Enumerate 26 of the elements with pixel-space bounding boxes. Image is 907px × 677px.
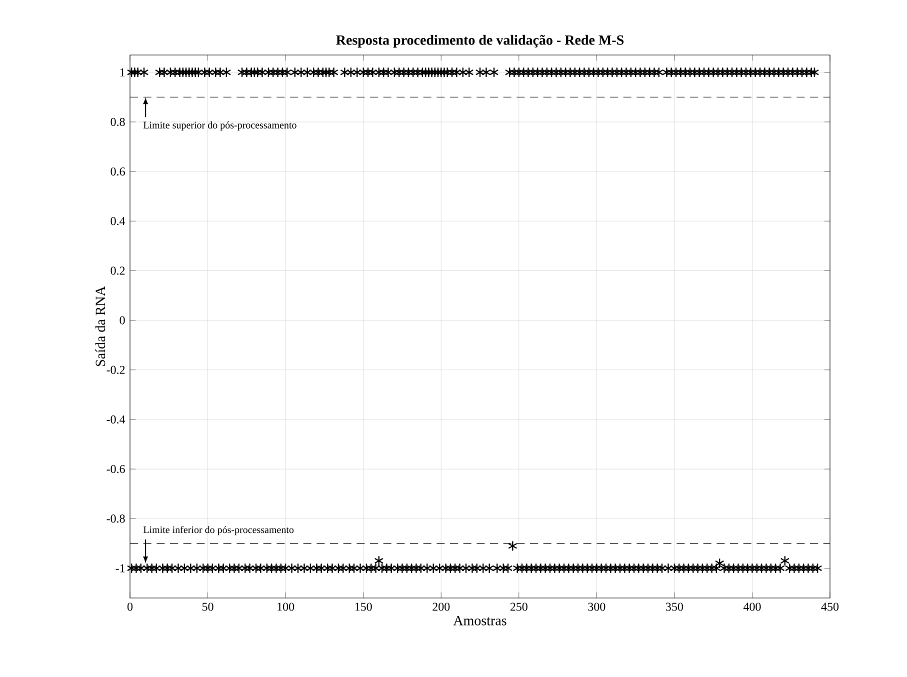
annotation: Limite superior do pós-processamento — [143, 121, 296, 130]
y-tick-label: 0.2 — [110, 266, 125, 275]
x-tick-label: 250 — [510, 602, 528, 611]
x-axis-title: Amostras — [453, 616, 506, 626]
y-tick-label: -0.4 — [106, 415, 126, 424]
x-tick-label: 150 — [355, 602, 372, 611]
x-tick-label: 450 — [821, 602, 839, 611]
x-tick-label: 350 — [666, 602, 683, 611]
chart-title: Resposta procedimento de validação - Rede M-S — [336, 34, 624, 48]
y-tick-label: -0.6 — [106, 464, 125, 474]
x-tick-label: 400 — [743, 602, 761, 611]
y-tick-label: -0.8 — [106, 514, 125, 523]
x-tick-label: 200 — [432, 602, 450, 611]
y-tick-label: 0 — [120, 316, 125, 324]
y-tick-label: 1 — [120, 68, 125, 76]
x-tick-label: 300 — [588, 602, 606, 611]
y-tick-label: 0.4 — [110, 217, 126, 226]
y-tick-label: 0.8 — [110, 118, 125, 126]
y-tick-label: 0.6 — [110, 167, 125, 176]
y-tick-label: -1 — [116, 564, 125, 572]
x-tick-label: 0 — [127, 602, 133, 611]
annotation: Limite inferior do pós-processamento — [143, 526, 294, 536]
y-axis-title: Saída da RNA — [95, 286, 106, 366]
y-tick-label: -0.2 — [106, 366, 125, 374]
x-tick-label: 50 — [202, 602, 214, 611]
x-tick-label: 100 — [278, 602, 294, 611]
